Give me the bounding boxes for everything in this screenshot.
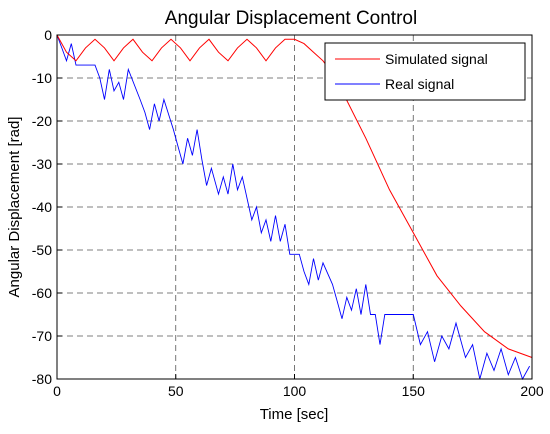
series-layer (56, 34, 533, 381)
x-tick-label: 100 (283, 383, 307, 399)
legend: Simulated signal Real signal (324, 42, 526, 101)
x-tick-label: 50 (168, 383, 184, 399)
y-axis-label: Angular Displacement [rad] (6, 117, 23, 298)
legend-box (324, 42, 526, 101)
y-tick-label: -50 (32, 242, 52, 258)
x-tick-label: 200 (520, 383, 544, 399)
x-tick-label: 0 (53, 383, 61, 399)
x-tick-label: 150 (402, 383, 426, 399)
series-line-simulated (56, 34, 533, 358)
y-tick-label: -30 (32, 156, 52, 172)
axis-ticks: 0 50 100 150 200 0 -10 -20 -30 -40 -50 -60 -70 -80 (32, 27, 544, 399)
chart-title: Angular Displacement Control (165, 8, 417, 29)
y-tick-label: -40 (32, 199, 52, 215)
y-tick-label: -70 (32, 328, 52, 344)
y-tick-label: -20 (32, 113, 52, 129)
legend-label-real: Real signal (385, 76, 454, 92)
y-tick-label: -80 (32, 371, 52, 387)
series-line-real (56, 34, 530, 381)
y-tick-label: 0 (44, 27, 52, 43)
y-tick-label: -60 (32, 285, 52, 301)
x-axis-label: Time [sec] (260, 406, 329, 423)
legend-label-simulated: Simulated signal (385, 51, 488, 67)
y-tick-label: -10 (32, 70, 52, 86)
